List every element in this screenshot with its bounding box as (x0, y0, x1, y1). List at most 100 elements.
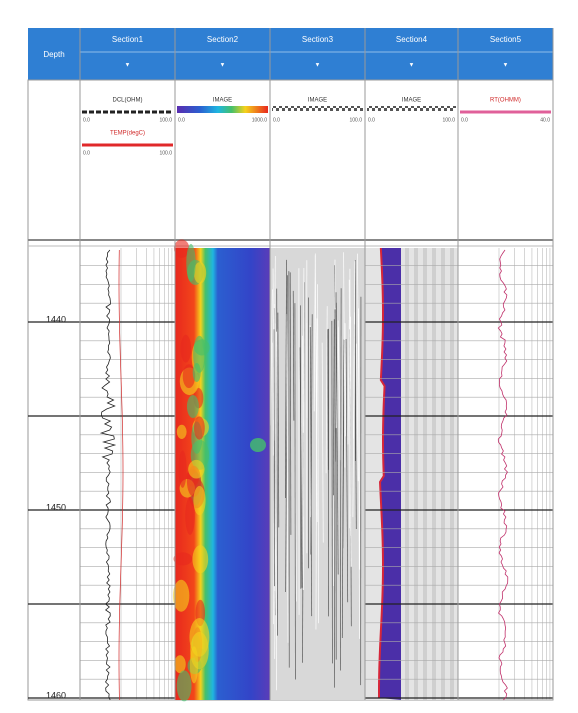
texture-line (335, 302, 339, 575)
curve-max: 1000.0 (252, 117, 268, 123)
curve-scale (367, 106, 456, 111)
curve-name: TEMP(degC) (110, 131, 145, 137)
track-selector[interactable]: ▼ (125, 63, 131, 69)
image-blob (174, 655, 186, 674)
texture-line (327, 329, 329, 470)
image-blob (172, 579, 190, 612)
tracks: Section1 ▼ Section2 ▼ Section3 ▼ Section4 ▼ Sect… (28, 28, 554, 702)
texture-line (348, 279, 351, 536)
header-bar (28, 28, 553, 80)
image-blob (173, 552, 193, 566)
track-title: Section1 (112, 35, 144, 44)
image-blob (192, 545, 209, 574)
image-blob (173, 239, 190, 258)
curve-max: 100.0 (159, 150, 172, 156)
texture-line (286, 313, 289, 643)
texture-line (354, 324, 357, 530)
curve-name: IMAGE (213, 98, 232, 104)
image-blob (193, 485, 206, 516)
curve-min: 0.0 (83, 117, 90, 123)
track-selector[interactable]: ▼ (409, 63, 415, 69)
texture-line (309, 327, 313, 617)
curve-min: 0.0 (83, 150, 90, 156)
texture-line (331, 320, 333, 664)
depth-label: 1440 (46, 314, 66, 324)
texture-line (302, 268, 305, 590)
image-blob (189, 617, 210, 657)
texture-line (356, 343, 359, 482)
image-blob (193, 261, 207, 284)
image-blob (188, 459, 205, 479)
curve-min: 0.0 (178, 117, 185, 123)
image-blob (193, 335, 206, 373)
band (379, 248, 401, 700)
depth-header: Depth (43, 50, 64, 59)
texture-line (352, 261, 356, 518)
curve-max: 100.0 (349, 117, 362, 123)
image-blob (186, 394, 199, 418)
grey-stripe (414, 248, 418, 700)
curve-name: RT(OHMM) (490, 98, 521, 104)
image-blob (182, 364, 196, 389)
curve (99, 249, 117, 701)
depth-label: 1450 (46, 502, 66, 512)
texture-line (289, 272, 292, 535)
curve-min: 0.0 (368, 117, 375, 123)
curve (118, 249, 124, 701)
texture-line (347, 319, 350, 445)
image-blob (176, 424, 187, 439)
curve-max: 40.0 (540, 117, 550, 123)
texture-line (321, 342, 324, 543)
curve-name: IMAGE (402, 98, 421, 104)
texture-line (277, 312, 280, 528)
texture-line (274, 331, 278, 659)
grey-stripe (450, 248, 454, 700)
texture-line (338, 326, 341, 461)
texture-line (292, 290, 295, 421)
grey-stripe (441, 248, 445, 700)
texture-line (314, 255, 318, 523)
curve-max: 100.0 (442, 117, 455, 123)
texture-line (345, 338, 349, 603)
texture-line (349, 268, 352, 567)
track-title: Section3 (302, 35, 334, 44)
depth-label: 1460 (46, 690, 66, 700)
image-blob (178, 450, 187, 488)
texture-line (334, 307, 337, 429)
curve-min: 0.0 (273, 117, 280, 123)
curve-min: 0.0 (461, 117, 468, 123)
image-blob (250, 438, 266, 452)
curve-name: DCL(OHM) (113, 98, 143, 104)
image-blob (194, 416, 205, 440)
texture-line (325, 306, 328, 474)
texture-line (313, 253, 316, 412)
texture-line (340, 288, 342, 671)
texture-line (285, 259, 287, 499)
texture-line (317, 284, 319, 624)
track-selector[interactable]: ▼ (315, 63, 321, 69)
track-title: Section2 (207, 35, 239, 44)
curve-name: IMAGE (308, 98, 327, 104)
image-blob (185, 497, 195, 535)
grey-stripe (432, 248, 436, 700)
image-blob (186, 243, 196, 282)
track-title: Section4 (396, 35, 428, 44)
image-blob (180, 334, 192, 363)
texture-line (358, 308, 360, 639)
curve-scale (272, 106, 363, 111)
texture-line (302, 335, 304, 433)
image-blob (176, 670, 192, 702)
grey-stripe (423, 248, 427, 700)
texture-line (315, 318, 318, 630)
texture-line (270, 289, 273, 426)
curve (497, 249, 509, 701)
track-selector[interactable]: ▼ (503, 63, 509, 69)
texture-line (343, 252, 346, 468)
track-title: Section5 (490, 35, 522, 44)
grey-stripe (405, 248, 409, 700)
curve-scale (177, 106, 268, 113)
texture-line (333, 319, 335, 496)
track-selector[interactable]: ▼ (220, 63, 226, 69)
curve-max: 100.0 (159, 117, 172, 123)
